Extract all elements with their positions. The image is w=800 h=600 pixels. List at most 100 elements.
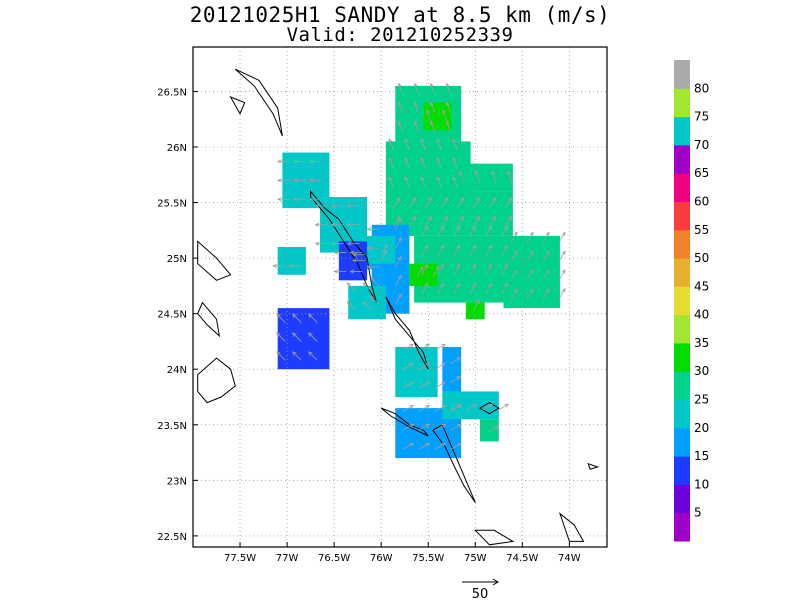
wind-vector [526, 269, 534, 281]
wind-vector-head [504, 225, 509, 231]
colorbar-label: 15 [694, 449, 709, 463]
wind-vector-head [308, 159, 314, 164]
wind-vector [418, 381, 430, 389]
lat-tick-label: 23N [167, 476, 187, 487]
wind-vector [469, 226, 476, 238]
wind-vector [442, 110, 448, 122]
wind-vector-head [452, 157, 457, 162]
wind-vector [450, 405, 462, 412]
wind-vector-head [441, 343, 447, 348]
wind-vector [436, 176, 442, 189]
colorbar-label: 45 [694, 279, 709, 293]
wind-vector-head [456, 357, 462, 362]
wind-vector-head [413, 82, 418, 88]
wind-vector [501, 264, 508, 275]
wind-vector [457, 197, 464, 209]
wind-vector-head [425, 404, 431, 409]
map-frame [192, 46, 608, 548]
wind-vector-head [366, 227, 372, 232]
wind-vector [370, 277, 380, 287]
wind-vector-head [472, 244, 477, 250]
wind-vector [489, 197, 496, 209]
wind-vector [426, 110, 432, 122]
colorbar-swatch [674, 201, 690, 231]
wind-vector [402, 362, 414, 370]
wind-vector [485, 226, 492, 238]
wind-vector-head [292, 332, 297, 337]
wind-vector-head [424, 263, 429, 269]
wind-vector-head [472, 263, 477, 269]
wind-vector-head [409, 442, 415, 447]
wind-vector-head [346, 203, 352, 208]
coastline [310, 190, 377, 303]
lat-tick-label: 25.5N [157, 199, 187, 210]
wind-vector-head [441, 362, 447, 367]
wind-vector [446, 121, 452, 133]
wind-vector-head [420, 157, 425, 162]
wind-vector-head [436, 138, 441, 144]
latitude-axis: 22.5N 23N 23.5N 24N 24.5N 25N 25.5N 26N 26.5N [157, 87, 198, 543]
wind-vector [414, 121, 420, 133]
wind-vector [308, 313, 318, 323]
wind-vector [402, 343, 414, 351]
wind-vector-head [366, 264, 372, 270]
lon-tick-label: 75W [464, 553, 487, 564]
wind-vector-head [292, 351, 297, 356]
wind-vector-head [440, 263, 445, 269]
wind-vector-head [292, 178, 298, 183]
wind-vector-head [513, 250, 518, 256]
wind-speed-cell [277, 308, 330, 370]
wind-vector-head [388, 157, 393, 162]
wind-vector [388, 176, 394, 189]
wind-vector [420, 176, 426, 189]
wind-speed-cell [395, 347, 438, 397]
colorbar-label: 75 [694, 110, 709, 124]
wind-vector [292, 313, 302, 323]
wind-speed-cell [465, 302, 485, 320]
wind-vector-head [472, 225, 477, 231]
wind-vector-head [425, 343, 431, 348]
wind-vector [457, 216, 464, 228]
wind-vector-head [507, 215, 512, 221]
wind-vector-head [456, 225, 461, 231]
wind-vector-head [397, 293, 402, 299]
wind-vector-head [395, 215, 400, 221]
wind-vector [473, 197, 480, 209]
lat-tick-label: 26N [167, 143, 187, 154]
wind-vector-head [397, 120, 402, 126]
wind-vector-head [352, 252, 357, 257]
wind-vector [363, 282, 373, 292]
wind-speed-cell [348, 285, 386, 320]
wind-vector-head [475, 215, 480, 221]
wind-vector [393, 197, 400, 209]
wind-vector-head [545, 288, 550, 293]
wind-vector-head [314, 222, 320, 227]
wind-vector-head [397, 236, 402, 242]
wind-vector [380, 244, 388, 255]
wind-vector [434, 362, 446, 370]
wind-vector [542, 250, 550, 262]
wind-vector-head [411, 215, 416, 221]
wind-vector [450, 423, 462, 431]
wind-vector [441, 197, 448, 209]
wind-vector-head [424, 244, 429, 250]
wind-vector-head [456, 403, 462, 408]
wind-vector-head [561, 231, 566, 237]
wind-vector [418, 405, 430, 412]
wind-vector [418, 442, 430, 450]
wind-vector [437, 245, 444, 257]
wind-vector [526, 231, 534, 243]
wind-vector-head [561, 250, 566, 256]
wind-vector [526, 250, 534, 262]
wind-vector-head [397, 101, 402, 107]
wind-vector [452, 138, 458, 151]
colorbar-swatch [674, 229, 690, 259]
wind-vector-head [370, 276, 375, 282]
wind-vector-head [333, 269, 339, 274]
wind-vector [404, 138, 410, 151]
colorbar-swatch [674, 314, 690, 344]
wind-vector [542, 288, 550, 300]
wind-vector-head [441, 442, 447, 447]
wind-vector [449, 376, 461, 383]
